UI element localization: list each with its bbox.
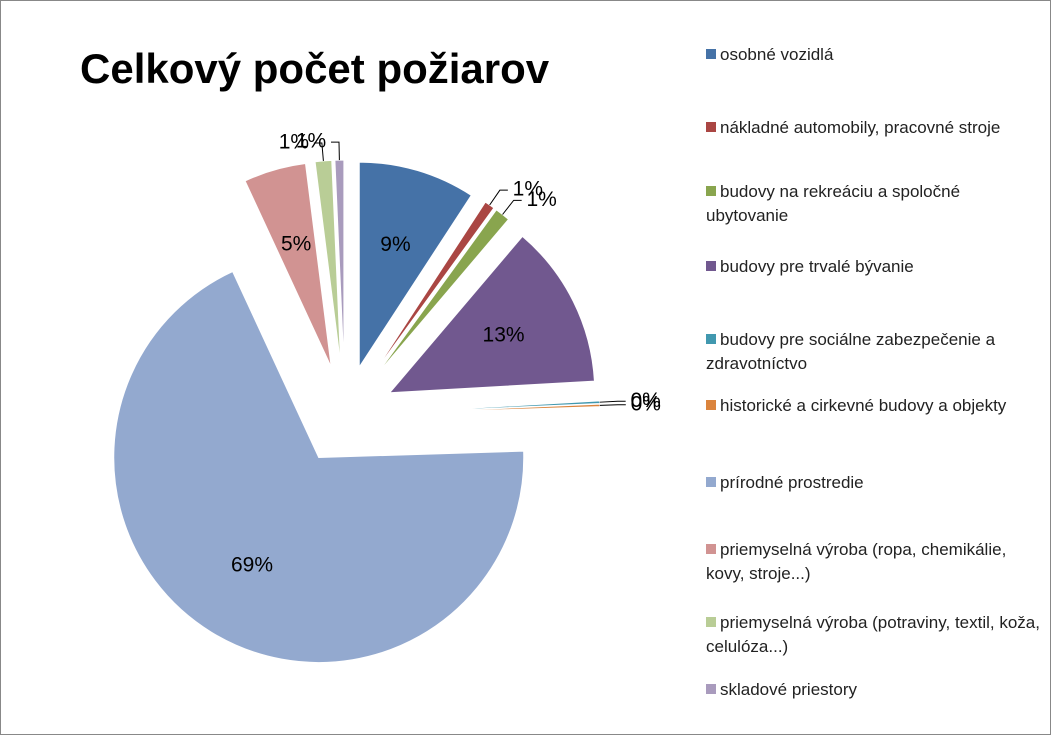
- legend-swatch: [706, 400, 716, 410]
- pie-slice: [388, 235, 595, 394]
- legend-label: priemyselná výroba (potraviny, textil, k…: [706, 613, 1040, 656]
- legend-swatch: [706, 684, 716, 694]
- leader-line: [599, 404, 626, 406]
- legend-swatch: [706, 477, 716, 487]
- legend-swatch: [706, 261, 716, 271]
- legend-swatch: [706, 617, 716, 627]
- data-label: 1%: [526, 188, 556, 211]
- legend-label: budovy pre sociálne zabezpečenie a zdrav…: [706, 330, 996, 373]
- legend-label: budovy pre trvalé bývanie: [720, 257, 914, 276]
- legend-label: prírodné prostredie: [720, 473, 864, 492]
- legend-swatch: [706, 544, 716, 554]
- data-label: 13%: [483, 324, 525, 347]
- pie-slice: [372, 201, 495, 375]
- legend-item: historické a cirkevné budovy a objekty: [706, 394, 1046, 418]
- pie-slice: [244, 162, 332, 368]
- legend-item: priemyselná výroba (ropa, chemikálie, ko…: [706, 538, 1046, 586]
- data-label: 69%: [231, 553, 273, 576]
- legend-label: historické a cirkevné budovy a objekty: [720, 396, 1007, 415]
- leader-line: [489, 189, 508, 206]
- legend-label: budovy na rekreáciu a spoločné ubytovani…: [706, 182, 961, 225]
- legend-label: osobné vozidlá: [720, 45, 834, 64]
- data-label: 5%: [281, 232, 311, 255]
- chart-title: Celkový počet požiarov: [80, 45, 550, 92]
- pie-slice: [394, 403, 601, 414]
- legend-swatch: [706, 186, 716, 196]
- legend-label: priemyselná výroba (ropa, chemikálie, ko…: [706, 540, 1007, 583]
- data-label: 1%: [296, 130, 326, 153]
- legend-item: budovy na rekreáciu a spoločné ubytovani…: [706, 180, 1046, 228]
- legend-swatch: [706, 49, 716, 59]
- legend-item: nákladné automobily, pracovné stroje: [706, 116, 1046, 140]
- legend-item: budovy pre trvalé bývanie: [706, 255, 1046, 279]
- leader-line: [330, 141, 340, 161]
- legend-item: budovy pre sociálne zabezpečenie a zdrav…: [706, 328, 1046, 376]
- data-label: 1%: [513, 178, 543, 201]
- legend-item: skladové priestory: [706, 678, 1046, 702]
- legend-label: skladové priestory: [720, 680, 858, 699]
- data-label: 9%: [380, 233, 410, 256]
- legend-item: osobné vozidlá: [706, 43, 1046, 67]
- legend-label: nákladné automobily, pracovné stroje: [720, 118, 1001, 137]
- legend-item: prírodné prostredie: [706, 471, 1046, 495]
- legend-swatch: [706, 122, 716, 132]
- legend-swatch: [706, 334, 716, 344]
- data-label: 0%: [630, 389, 660, 412]
- leader-line: [313, 142, 324, 161]
- pie-slice: [113, 270, 525, 664]
- pie-slice: [358, 161, 472, 369]
- legend-item: priemyselná výroba (potraviny, textil, k…: [706, 611, 1046, 659]
- leader-line: [599, 400, 626, 403]
- data-label: 1%: [279, 131, 309, 154]
- leader-line: [502, 199, 522, 215]
- data-label: 0%: [631, 392, 661, 415]
- pie-slice: [375, 209, 510, 377]
